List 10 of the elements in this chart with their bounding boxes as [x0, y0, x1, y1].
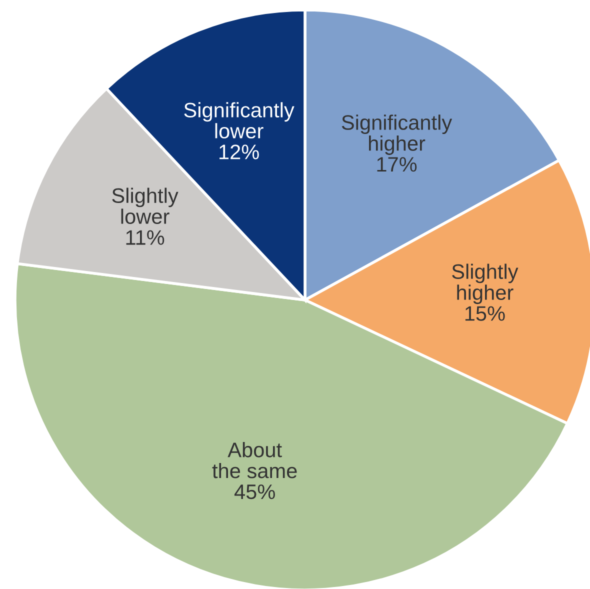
data-label: 11%	[126, 230, 164, 245]
slice-label: About the same	[212, 442, 297, 478]
slice-label: Slightly lower	[112, 188, 178, 224]
slice-label: Significantly higher	[342, 114, 452, 155]
data-label: 45%	[234, 484, 275, 500]
slice-label: Slightly higher	[452, 264, 518, 304]
slice-label: Significantly lower	[184, 102, 294, 138]
data-label: 15%	[465, 306, 505, 321]
data-label: 12%	[220, 144, 259, 160]
data-label: 17%	[377, 157, 417, 172]
